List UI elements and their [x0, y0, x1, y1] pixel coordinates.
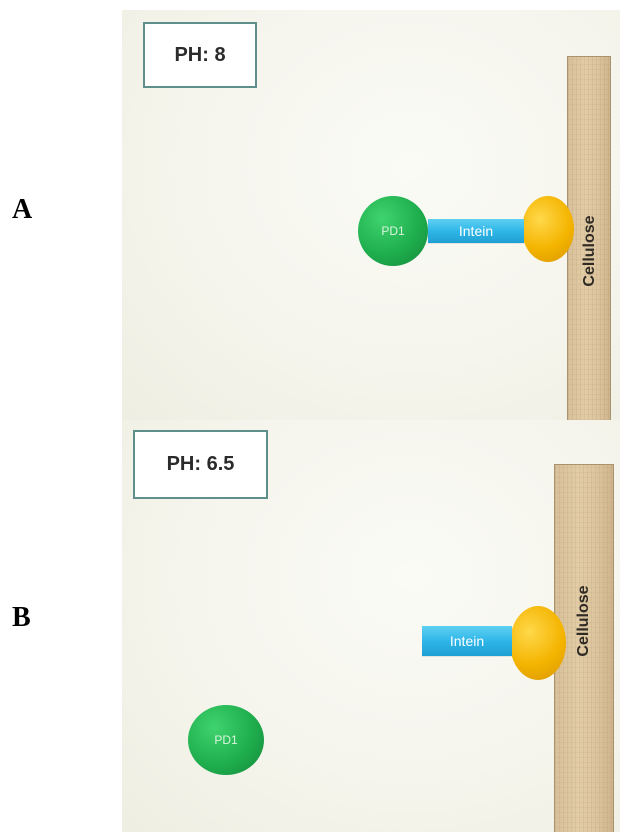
cellulose-label: Cellulose [575, 585, 592, 657]
intein-linker: Intein [428, 219, 524, 243]
ph-label-box: PH: 8 [143, 22, 257, 88]
panel-b-diagram: PH: 6.5 Cellulose Intein PD1 [122, 420, 620, 832]
panel-letter-b: B [12, 602, 31, 633]
ph-label-box: PH: 6.5 [133, 430, 268, 499]
intein-linker: Intein [422, 626, 512, 656]
panel-letter-a: A [12, 194, 33, 225]
binding-domain-circle [510, 606, 566, 680]
binding-domain-circle [522, 196, 574, 262]
cellulose-label: Cellulose [581, 215, 598, 287]
pd1-protein: PD1 [188, 705, 264, 775]
panel-a-diagram: PH: 8 Cellulose Intein PD1 [122, 10, 620, 420]
pd1-protein: PD1 [358, 196, 428, 266]
